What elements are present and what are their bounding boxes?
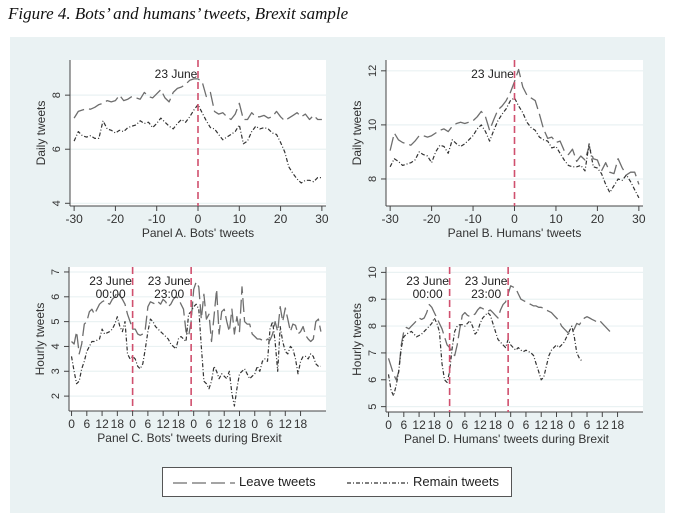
panel-c-xtick-label: 6 <box>83 417 90 431</box>
panel-a-ytick-label: 6 <box>51 146 63 152</box>
panel-b-xlabel: Panel B. Humans' tweets <box>448 226 582 240</box>
legend-swatch-leave <box>173 482 235 484</box>
panel-d-event-label: 23 June <box>465 274 508 288</box>
legend-swatch-remain <box>347 482 409 484</box>
panel-d-xtick-label: 18 <box>550 418 564 432</box>
legend: Leave tweets Remain tweets <box>162 467 512 497</box>
panel-a-ytick-label: 4 <box>51 200 63 206</box>
panel-c-xtick-label: 0 <box>129 417 136 431</box>
panel-c-xtick-label: 0 <box>190 417 197 431</box>
panel-c-event-label: 23 June <box>148 274 191 288</box>
legend-label-remain: Remain tweets <box>413 474 499 489</box>
panel-a-xtick-label: -30 <box>65 212 83 226</box>
panel-d-xtick-label: 12 <box>473 418 487 432</box>
panel-a-xtick-label: -10 <box>148 212 166 226</box>
panel-d-xtick-label: 0 <box>385 418 392 432</box>
panel-c-ytick-label: 2 <box>50 393 62 399</box>
panel-c-xtick-label: 18 <box>172 417 186 431</box>
panel-a-xlabel: Panel A. Bots' tweets <box>142 226 254 240</box>
panel-c-xlabel: Panel C. Bots' tweets during Brexit <box>97 431 282 445</box>
panel-a-ytick-label: 8 <box>51 92 63 98</box>
panel-d-ytick-label: 6 <box>367 377 379 383</box>
panel-d-xtick-label: 18 <box>489 418 503 432</box>
panel-a-event-label: 23 June <box>155 67 198 81</box>
panel-b-xtick-label: 10 <box>549 212 563 226</box>
panel-d-ytick-label: 10 <box>367 266 379 278</box>
panel-a-ylabel: Daily tweets <box>34 101 48 166</box>
panel-b-xtick-label: 20 <box>591 212 605 226</box>
panel-b-xtick-label: -20 <box>423 212 441 226</box>
panel-a-xtick-label: 0 <box>195 212 202 226</box>
panel-c-plot-area <box>69 267 326 411</box>
panel-d-xtick-label: 18 <box>611 418 625 432</box>
panel-d-plot-area <box>386 267 643 412</box>
panel-d-ytick-label: 5 <box>367 404 379 410</box>
panel-a-xtick-label: 30 <box>315 212 329 226</box>
panel-c-xtick-label: 18 <box>111 417 125 431</box>
panel-d-xtick-label: 12 <box>535 418 549 432</box>
panel-c-xtick-label: 6 <box>145 417 152 431</box>
panel-c-xtick-label: 0 <box>68 417 75 431</box>
panel-d-xtick-label: 12 <box>412 418 426 432</box>
panel-d-ytick-label: 7 <box>367 350 379 356</box>
panel-d-xtick-label: 0 <box>568 418 575 432</box>
legend-label-leave: Leave tweets <box>239 474 316 489</box>
panel-c-series-remain <box>70 303 321 407</box>
panel-d-xtick-label: 6 <box>400 418 407 432</box>
panel-d-xtick-label: 18 <box>428 418 442 432</box>
panel-d-ylabel: Hourly tweets <box>350 303 364 376</box>
panel-c-ytick-label: 3 <box>50 368 62 374</box>
panel-c-ytick-label: 4 <box>50 343 62 349</box>
panel-c-xtick-label: 6 <box>267 417 274 431</box>
panel-c-xtick-label: 6 <box>206 417 213 431</box>
panel-a-xtick-label: -20 <box>107 212 125 226</box>
panel-d-xtick-label: 6 <box>584 418 591 432</box>
panel-c-xtick-label: 12 <box>218 417 232 431</box>
panel-d-ytick-label: 9 <box>367 296 379 302</box>
panel-b-event-label: 23 June <box>471 67 514 81</box>
figure-title: Figure 4. Bots’ and humans’ tweets, Brex… <box>8 4 349 23</box>
panel-b-ytick-label: 12 <box>367 65 379 77</box>
panel-c-event-label: 23 June <box>89 274 132 288</box>
panel-d-xtick-label: 6 <box>523 418 530 432</box>
panel-d-xtick-label: 0 <box>507 418 514 432</box>
panel-d-ytick-label: 8 <box>367 323 379 329</box>
panel-c-xtick-label: 18 <box>233 417 247 431</box>
panel-b-xtick-label: -30 <box>381 212 399 226</box>
panel-c-xtick-label: 12 <box>279 417 293 431</box>
panel-b-xtick-label: 0 <box>511 212 518 226</box>
panel-a-series-leave <box>73 78 322 122</box>
panel-b-ytick-label: 8 <box>367 176 379 182</box>
panel-d-event-label: 23 June <box>406 274 449 288</box>
panel-c-ytick-label: 7 <box>50 269 62 275</box>
panel-d-series-leave <box>387 285 613 381</box>
panel-b-series-remain <box>389 97 640 199</box>
panel-d-xtick-label: 12 <box>596 418 610 432</box>
panel-c-xtick-label: 12 <box>156 417 170 431</box>
panel-c-xtick-label: 18 <box>294 417 308 431</box>
panel-c-ytick-label: 5 <box>50 319 62 325</box>
panel-c-xtick-label: 0 <box>251 417 258 431</box>
panel-b-xtick-label: -10 <box>464 212 482 226</box>
panel-d-xlabel: Panel D. Humans' tweets during Brexit <box>404 432 610 446</box>
panel-a-series-remain <box>73 103 322 184</box>
panel-a-xtick-label: 10 <box>233 212 247 226</box>
panel-b-ytick-label: 10 <box>367 119 379 131</box>
panel-c-ytick-label: 6 <box>50 294 62 300</box>
panel-c-xtick-label: 12 <box>95 417 109 431</box>
panel-b-xtick-label: 30 <box>632 212 646 226</box>
panel-d-xtick-label: 0 <box>446 418 453 432</box>
panel-d-xtick-label: 6 <box>462 418 469 432</box>
panel-a-xtick-label: 20 <box>274 212 288 226</box>
panel-d-event-label: 23:00 <box>471 287 501 301</box>
panel-d-event-label: 00:00 <box>413 287 443 301</box>
panel-b-series-leave <box>389 68 640 185</box>
panel-c-event-label: 23:00 <box>154 287 184 301</box>
panel-c-series-leave <box>71 281 322 355</box>
panel-b-ylabel: Daily tweets <box>350 101 364 166</box>
panel-c-event-label: 00:00 <box>96 287 126 301</box>
panel-d-series-remain <box>387 312 583 397</box>
panel-c-ylabel: Hourly tweets <box>33 303 47 376</box>
